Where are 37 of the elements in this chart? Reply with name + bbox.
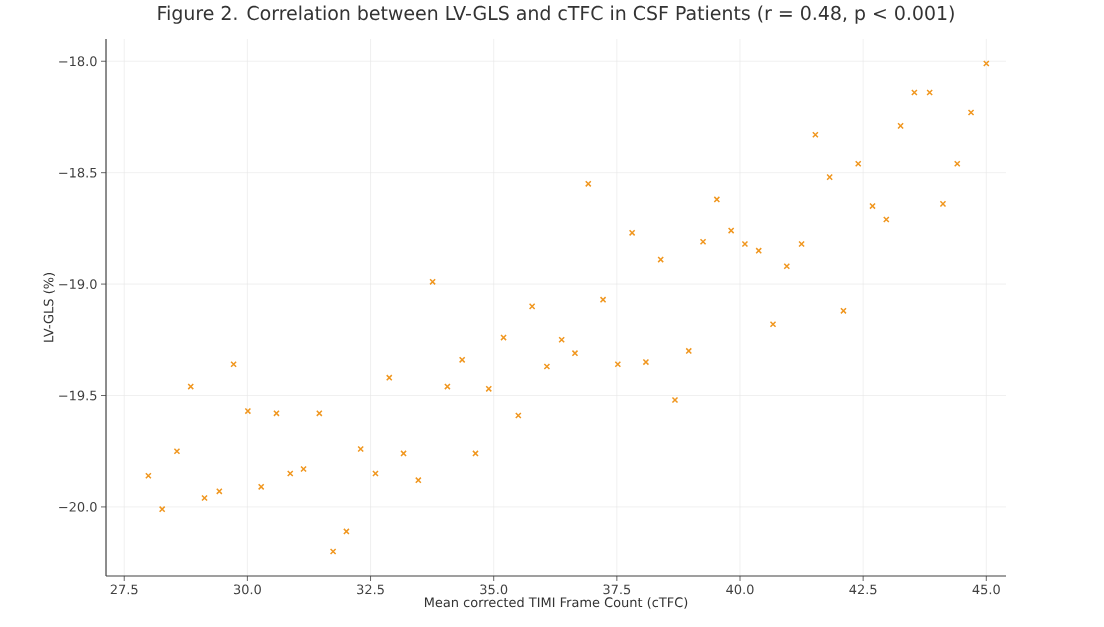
x-tick-label: 30.0 (233, 584, 261, 595)
y-axis-title: LV-GLS (%) (43, 273, 55, 342)
point (458, 356, 466, 364)
point (343, 528, 350, 535)
point (444, 383, 451, 390)
point (642, 358, 650, 366)
y-tick-label: −19.5 (59, 390, 97, 401)
point (257, 483, 265, 491)
x-tick-label: 35.0 (480, 584, 508, 595)
chart-title: Figure 2. Correlation between LV-GLS and cTFC in CSF Patients (r = 0.48, p < 0.001) (158, 5, 954, 24)
point (158, 505, 166, 513)
point (216, 488, 223, 495)
point (953, 160, 961, 168)
point (755, 247, 763, 254)
point (671, 396, 679, 404)
point (244, 407, 252, 415)
point (372, 470, 379, 477)
point (485, 385, 493, 393)
x-tick-label: 45.0 (972, 584, 1000, 595)
point (741, 240, 749, 248)
point (854, 160, 862, 168)
point (472, 450, 479, 457)
x-axis-title: Mean corrected TIMI Frame Count (cTFC) (424, 597, 688, 609)
y-tick-label: −18.5 (59, 167, 97, 178)
y-tick-label: −20.0 (59, 502, 97, 512)
point (783, 262, 791, 270)
point (400, 450, 407, 457)
x-tick-label: 40.0 (726, 584, 754, 595)
x-tick-label: 32.5 (357, 584, 384, 595)
point (316, 410, 323, 417)
x-tick-label: 27.5 (110, 584, 138, 595)
point (628, 229, 636, 237)
x-tick-label: 42.5 (849, 584, 877, 595)
x-tick-label: 37.5 (603, 584, 631, 595)
y-tick-label: −19.0 (59, 279, 97, 289)
y-tick-label: −18.0 (59, 56, 97, 67)
point (500, 334, 507, 341)
